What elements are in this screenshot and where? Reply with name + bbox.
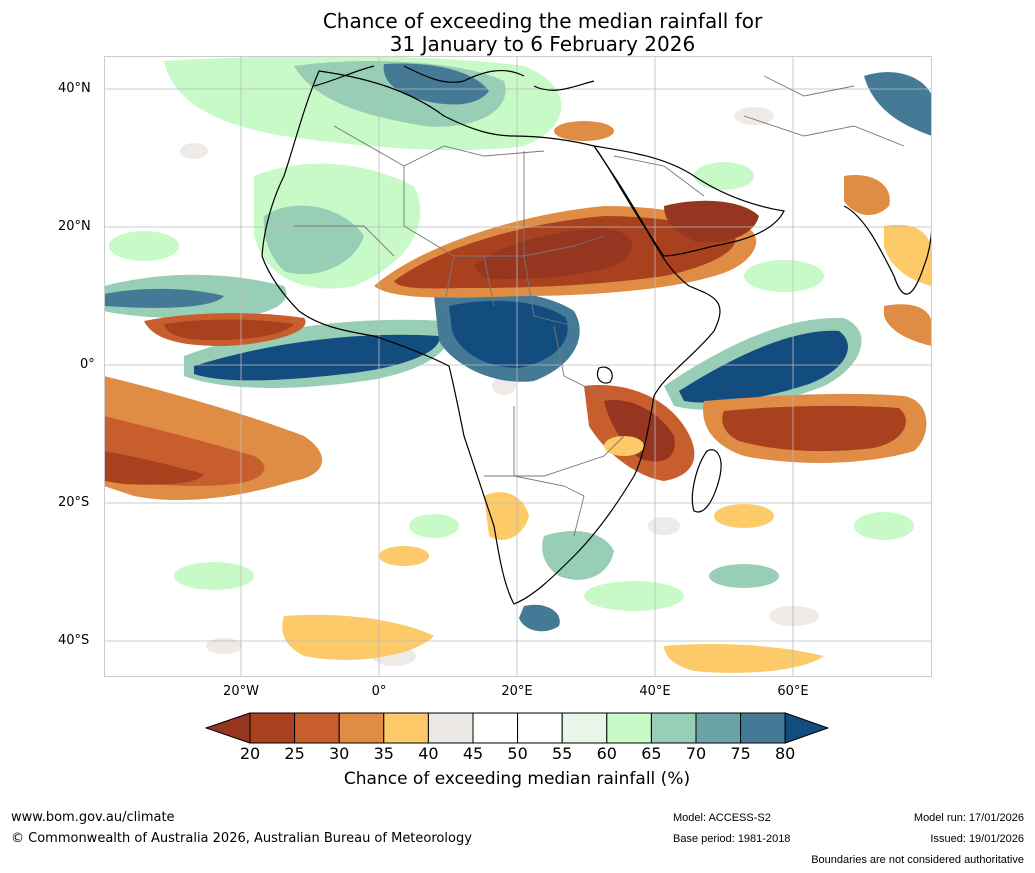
colorbar-cell	[606, 712, 652, 744]
colorbar-cell	[472, 712, 519, 744]
footer-issued: Issued: 19/01/2026	[930, 833, 1024, 845]
colorbar-tick-label: 30	[329, 744, 350, 763]
colorbar-tick-label: 55	[552, 744, 573, 763]
lat-label-equator: 0°	[80, 357, 95, 372]
colorbar-tick-label: 45	[462, 744, 484, 763]
lat-label-20n: 20°N	[58, 219, 91, 234]
colorbar-tick-label: 35	[373, 744, 394, 763]
colorbar-cell	[338, 712, 385, 744]
colorbar-under-arrow	[205, 712, 251, 744]
country-borders	[294, 75, 905, 537]
map-title-line2: 31 January to 6 February 2026	[389, 32, 696, 56]
colorbar-tick-label: 25	[284, 744, 305, 763]
colorbar-tick-label: 80	[775, 744, 796, 763]
rainfall-probability-map	[104, 56, 932, 677]
lon-label-20e: 20°E	[501, 684, 533, 699]
colorbar-cell	[740, 712, 786, 744]
colorbar-over-arrow	[784, 712, 829, 744]
colorbar-tick-label: 40	[418, 744, 439, 763]
footer-disclaimer: Boundaries are not considered authoritat…	[811, 854, 1024, 866]
colorbar-tick-label: 65	[641, 744, 662, 763]
lat-label-40n: 40°N	[58, 81, 91, 96]
lat-label-20s: 20°S	[58, 495, 90, 510]
colorbar-tick-label: 60	[596, 744, 617, 763]
coastlines	[261, 65, 932, 605]
colorbar	[205, 712, 829, 744]
lon-label-0: 0°	[371, 684, 387, 699]
colorbar-tick-label: 50	[507, 744, 528, 763]
footer-model: Model: ACCESS-S2	[673, 812, 771, 824]
lon-label-40e: 40°E	[639, 684, 671, 699]
colorbar-cell	[249, 712, 296, 744]
graticule	[104, 56, 932, 677]
footer-url: www.bom.gov.au/climate	[11, 810, 175, 825]
colorbar-cell	[517, 712, 563, 744]
colorbar-cell	[561, 712, 608, 744]
colorbar-title: Chance of exceeding median rainfall (%)	[343, 769, 691, 789]
colorbar-cell	[383, 712, 429, 744]
footer-base-period: Base period: 1981-2018	[673, 833, 791, 845]
map-title-line1: Chance of exceeding the median rainfall …	[322, 9, 763, 33]
footer-model-run: Model run: 17/01/2026	[913, 812, 1024, 824]
footer-copyright: © Commonwealth of Australia 2026, Austra…	[11, 831, 472, 846]
colorbar-tick-label: 70	[685, 744, 707, 763]
colorbar-cell	[695, 712, 742, 744]
colorbar-cell	[427, 712, 474, 744]
lat-label-40s: 40°S	[58, 633, 90, 648]
dry-regions	[104, 121, 932, 673]
lon-label-60e: 60°E	[777, 684, 809, 699]
colorbar-tick-label: 20	[239, 744, 261, 763]
colorbar-cell	[294, 712, 340, 744]
colorbar-tick-label: 75	[730, 744, 751, 763]
lon-label-20w: 20°W	[223, 684, 259, 699]
colorbar-cell	[650, 712, 697, 744]
